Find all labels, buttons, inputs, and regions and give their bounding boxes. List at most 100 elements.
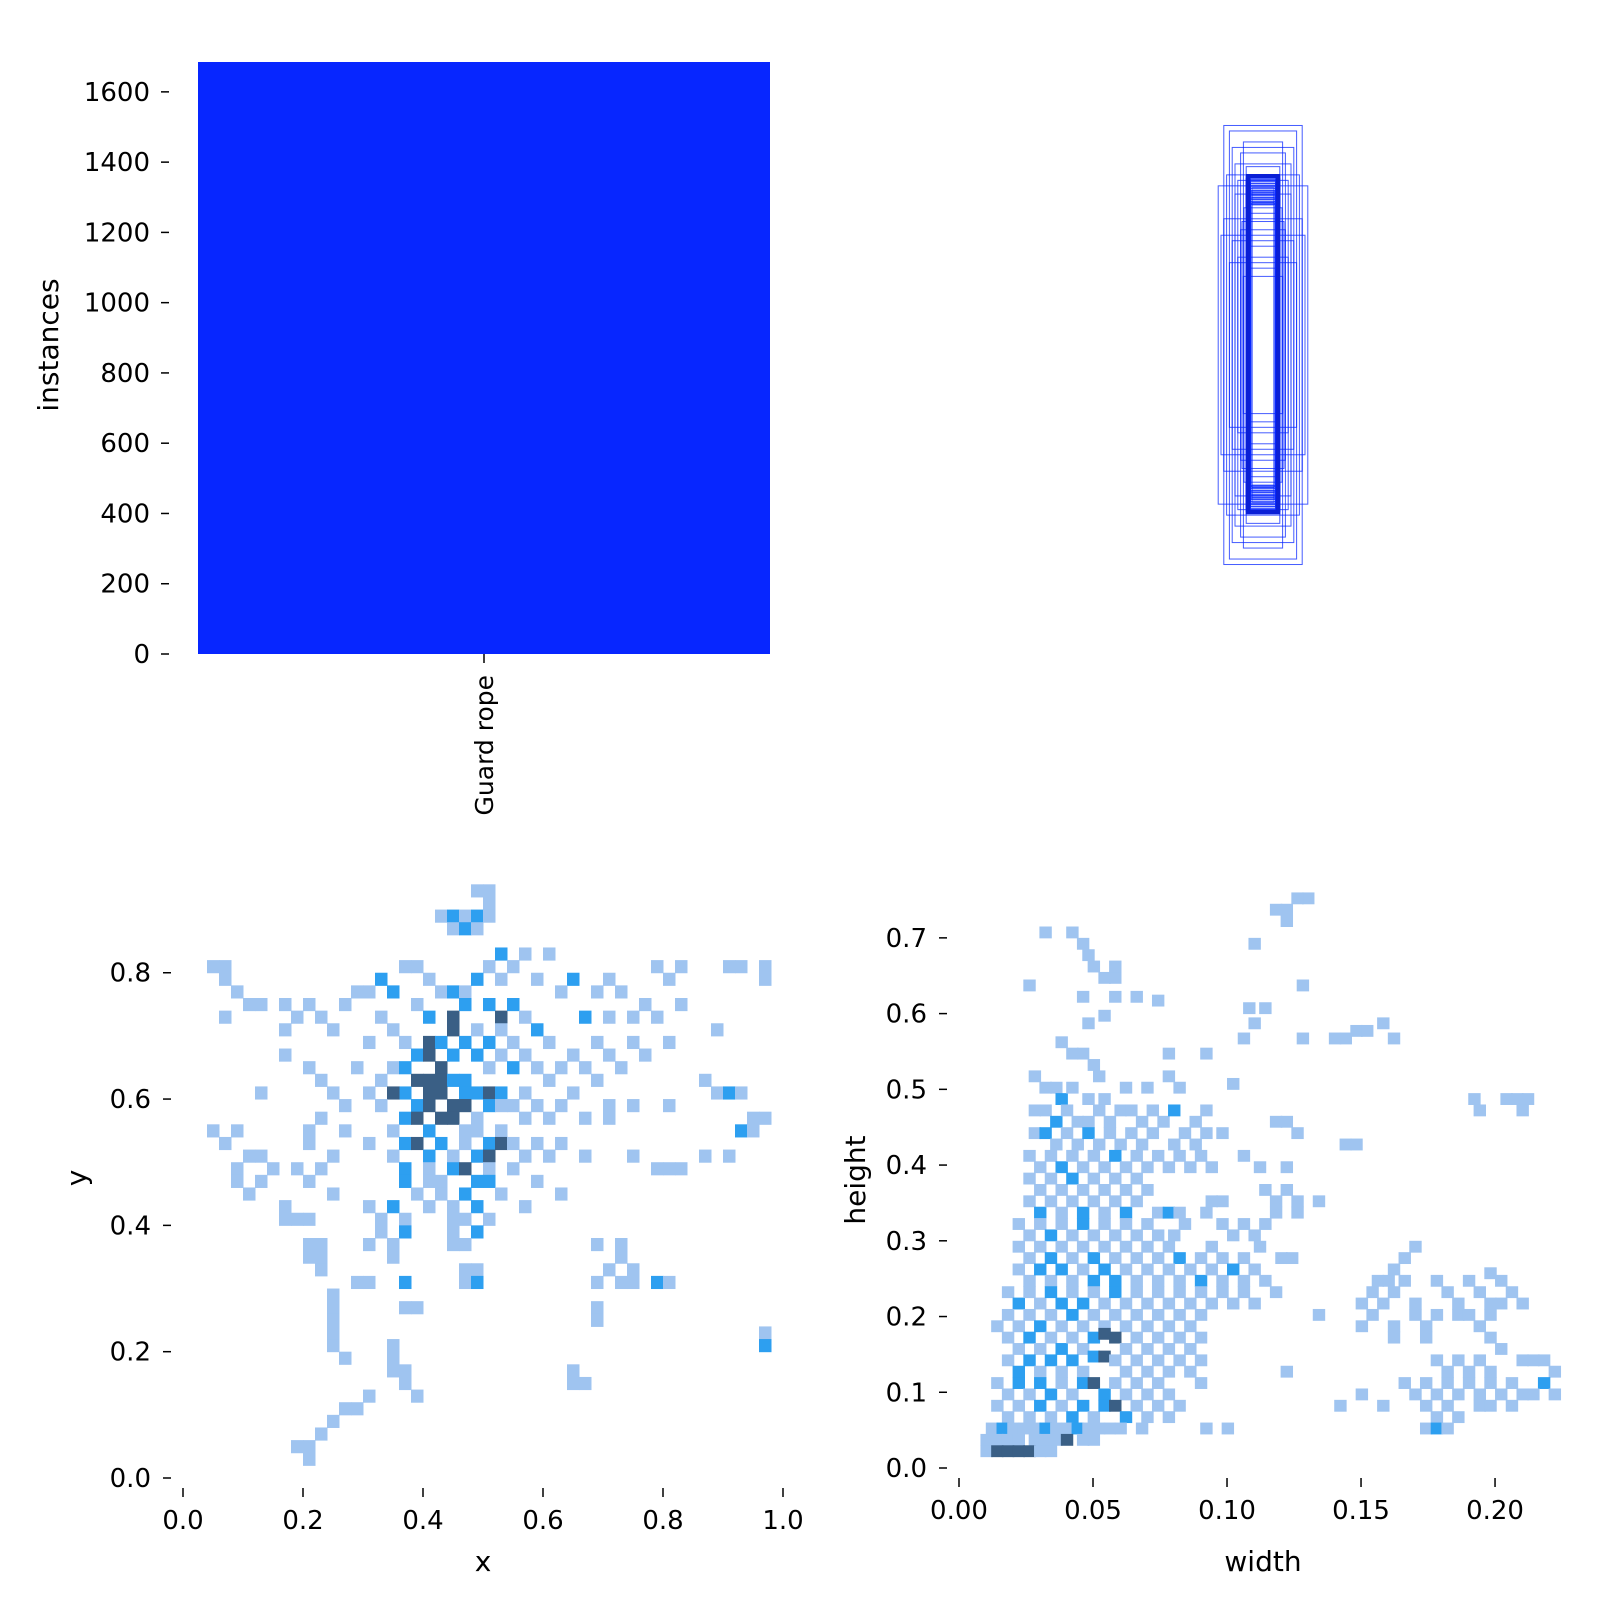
heat-cell <box>1184 1161 1197 1174</box>
heat-cell <box>1189 1115 1202 1128</box>
heat-cell <box>1387 1032 1401 1045</box>
heat-cell <box>1285 1252 1299 1265</box>
heat-cell <box>1162 1388 1176 1401</box>
heat-cell <box>1130 1331 1143 1344</box>
heat-cell <box>1039 1127 1052 1140</box>
heat-cell <box>411 998 424 1012</box>
y-tick-label: 0.8 <box>110 959 151 989</box>
heat-cell <box>327 1326 340 1340</box>
heat-cell <box>447 1023 460 1037</box>
heat-cell <box>1162 1343 1176 1355</box>
heat-cell <box>1087 1377 1101 1389</box>
heat-cell <box>1098 1297 1111 1310</box>
heat-cell <box>1205 1195 1218 1208</box>
heat-cell <box>1012 1240 1026 1253</box>
heat-cell <box>1012 1263 1026 1276</box>
heat-cell <box>591 1238 604 1252</box>
heat-cell <box>1387 1320 1401 1333</box>
heat-cell <box>1098 1184 1111 1196</box>
heat-cell <box>1066 1388 1079 1401</box>
heat-cell <box>1044 1195 1058 1208</box>
heat-cell <box>1071 1138 1084 1151</box>
heat-cell <box>603 1010 616 1024</box>
heat-cell <box>1382 1274 1395 1287</box>
heat-cell <box>447 922 460 936</box>
heat-cell <box>351 1275 364 1290</box>
heat-cell <box>1066 1229 1079 1242</box>
heat-cell <box>387 1023 400 1037</box>
heat-cell <box>1473 1286 1486 1299</box>
y-tick-label: 400 <box>100 499 150 529</box>
heat-cell <box>1184 1365 1197 1378</box>
heat-cell <box>1066 926 1079 939</box>
heat-cell <box>1050 1138 1063 1151</box>
heat-cell <box>531 1174 544 1188</box>
heat-cell <box>1076 937 1090 950</box>
heat-cell <box>627 1149 640 1163</box>
heat-cell <box>1521 1093 1535 1105</box>
box-overlay-panel <box>1217 124 1309 566</box>
heat-cell <box>399 1174 412 1188</box>
heat-cell <box>1162 1240 1176 1253</box>
heat-cell <box>1162 1411 1176 1424</box>
heat-cell <box>483 909 496 923</box>
heat-cell <box>219 1010 232 1024</box>
heat-cell <box>279 1048 292 1062</box>
heat-cell <box>567 972 580 986</box>
heat-cell <box>387 1238 400 1252</box>
heat-cell <box>519 1111 532 1125</box>
heat-cell <box>1151 1308 1165 1321</box>
heat-cell <box>1023 1411 1036 1424</box>
heat-cell <box>315 1073 328 1087</box>
heat-cell <box>471 1225 484 1239</box>
heat-cell <box>459 909 472 923</box>
heat-cell <box>399 1061 412 1075</box>
heat-cell <box>1039 1081 1052 1094</box>
heat-cell <box>711 1086 724 1100</box>
heat-cell <box>1387 1331 1401 1344</box>
heat-cell <box>1109 1149 1122 1162</box>
heat-cell <box>447 1162 460 1176</box>
heat-cell <box>1023 979 1036 992</box>
heat-cell <box>1076 1263 1090 1276</box>
heat-cell <box>435 1174 448 1188</box>
heat-cell <box>1168 1229 1181 1242</box>
heat-cell <box>1473 1399 1486 1412</box>
heat-cell <box>1248 1229 1261 1242</box>
heat-cell <box>1141 1320 1154 1333</box>
heat-cell <box>1141 1388 1154 1401</box>
heat-cell <box>1071 1422 1084 1435</box>
heat-cell <box>1484 1399 1497 1412</box>
heat-cell <box>495 1048 508 1062</box>
heat-cell <box>1473 1104 1486 1117</box>
heat-cell <box>1017 1422 1031 1435</box>
heat-cell <box>351 985 364 999</box>
heat-cell <box>1034 1206 1047 1219</box>
heat-cell <box>1377 1297 1390 1310</box>
heat-cell <box>1098 1399 1111 1412</box>
class-count-y-axis: 0 200 400 600 800 1000 1200 1400 1600 <box>84 78 169 670</box>
heat-cell <box>1194 1252 1208 1265</box>
box-outline <box>1228 130 1298 560</box>
heat-cell <box>1028 1127 1042 1140</box>
heat-cell <box>1462 1365 1476 1378</box>
heat-cell <box>1098 1093 1111 1105</box>
heat-cell <box>339 1099 352 1113</box>
heat-cell <box>1205 1297 1218 1310</box>
heat-cell <box>1076 1365 1090 1378</box>
heat-cell <box>1109 1399 1122 1412</box>
y-tick-label: 0.6 <box>110 1085 151 1115</box>
heat-cell <box>1248 1297 1261 1310</box>
heat-cell <box>531 1061 544 1075</box>
heat-cell <box>1141 1263 1154 1276</box>
heat-cell <box>507 1099 520 1113</box>
heat-cell <box>1076 1047 1090 1060</box>
heat-cell <box>1130 1252 1143 1265</box>
heat-cell <box>1023 1354 1036 1367</box>
box-outline <box>1241 221 1285 469</box>
heat-cell <box>411 1111 424 1125</box>
heat-cell <box>1248 937 1261 950</box>
heat-cell <box>759 1326 772 1340</box>
heat-cell <box>1098 1263 1111 1276</box>
heat-cell <box>435 1061 448 1075</box>
